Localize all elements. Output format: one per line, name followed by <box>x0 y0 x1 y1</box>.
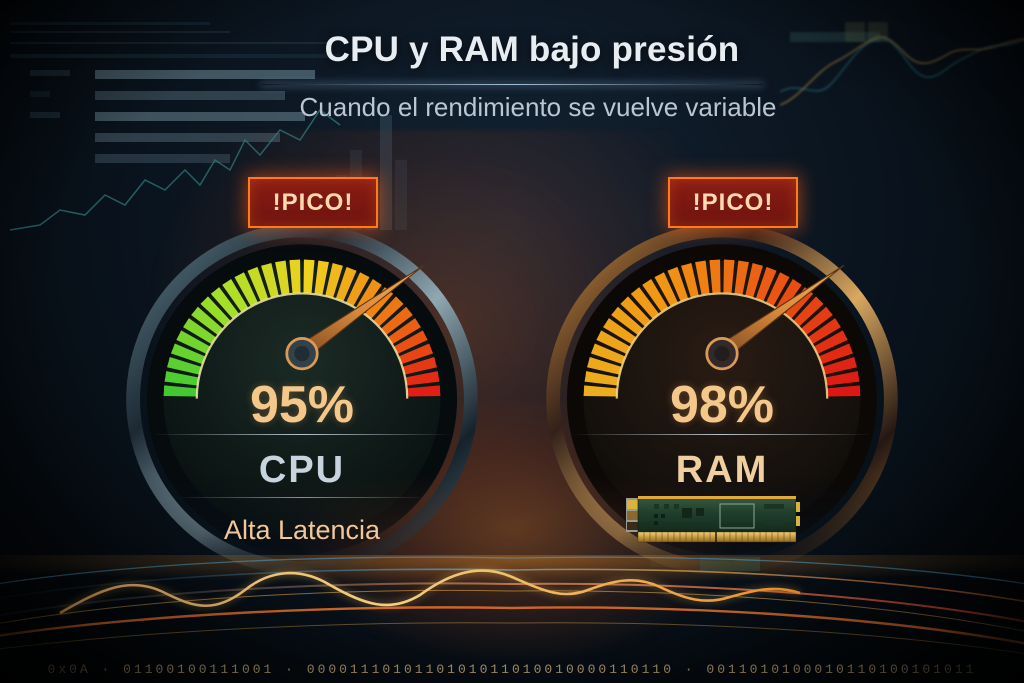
svg-text:0x0A · 01100100111001 · 000011: 0x0A · 01100100111001 · 0000111010110101… <box>48 662 977 677</box>
